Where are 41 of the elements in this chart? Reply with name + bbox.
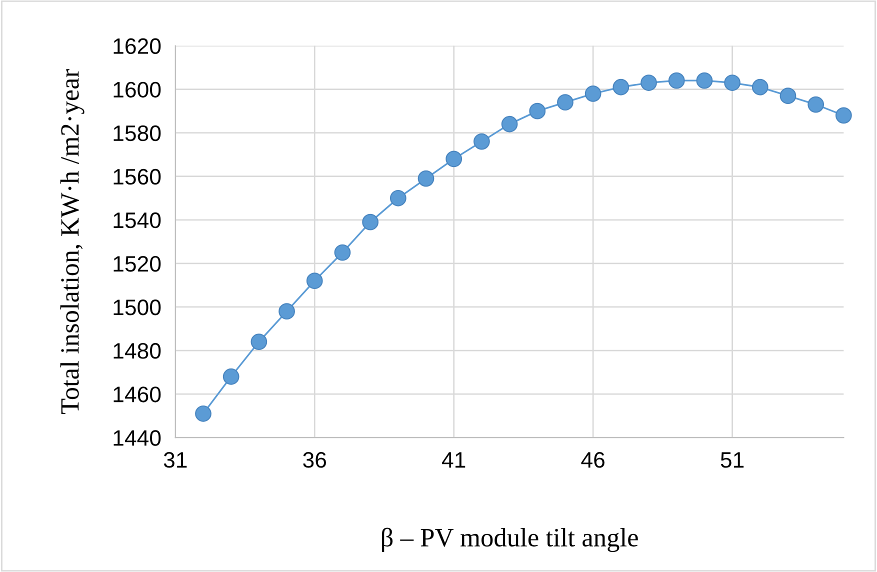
point	[612, 78, 630, 96]
y-tick-label: 1500	[114, 300, 161, 316]
point	[362, 214, 379, 230]
point	[306, 272, 323, 290]
point	[278, 303, 295, 320]
point	[418, 170, 434, 187]
point	[557, 94, 574, 111]
y-tick-label: 1580	[114, 125, 161, 142]
x-tick-label: 41	[442, 452, 466, 468]
point	[780, 88, 796, 104]
y-tick-label: 1520	[114, 256, 161, 272]
point	[474, 133, 490, 150]
point	[250, 334, 268, 350]
point	[529, 102, 546, 120]
point	[752, 78, 768, 96]
y-tick-label: 1480	[114, 343, 161, 359]
point	[668, 72, 685, 89]
point	[724, 74, 740, 91]
point	[835, 107, 852, 124]
x-tick-label: 46	[581, 452, 604, 468]
point	[222, 368, 240, 385]
point	[446, 150, 462, 168]
x-axis-title: β – PV module tilt angle	[382, 528, 638, 552]
y-tick-label: 1460	[114, 386, 161, 402]
y-tick-label: 1600	[114, 82, 161, 98]
point	[584, 85, 602, 102]
y-tick-label: 1620	[114, 38, 161, 54]
x-tick-label: 51	[720, 452, 744, 468]
y-tick-label: 1540	[114, 212, 161, 228]
x-tick-label: 31	[164, 452, 187, 468]
y-tick-label: 1440	[114, 430, 161, 446]
point	[334, 244, 351, 261]
point	[195, 405, 212, 422]
point	[808, 96, 824, 113]
y-axis-title: Total insolation, KW·h /m2·year	[60, 69, 84, 414]
point	[501, 116, 518, 132]
point	[696, 72, 713, 89]
y-tick-label: 1560	[114, 168, 161, 185]
x-tick-label: 36	[303, 452, 326, 468]
point	[640, 74, 657, 91]
point	[390, 190, 406, 206]
